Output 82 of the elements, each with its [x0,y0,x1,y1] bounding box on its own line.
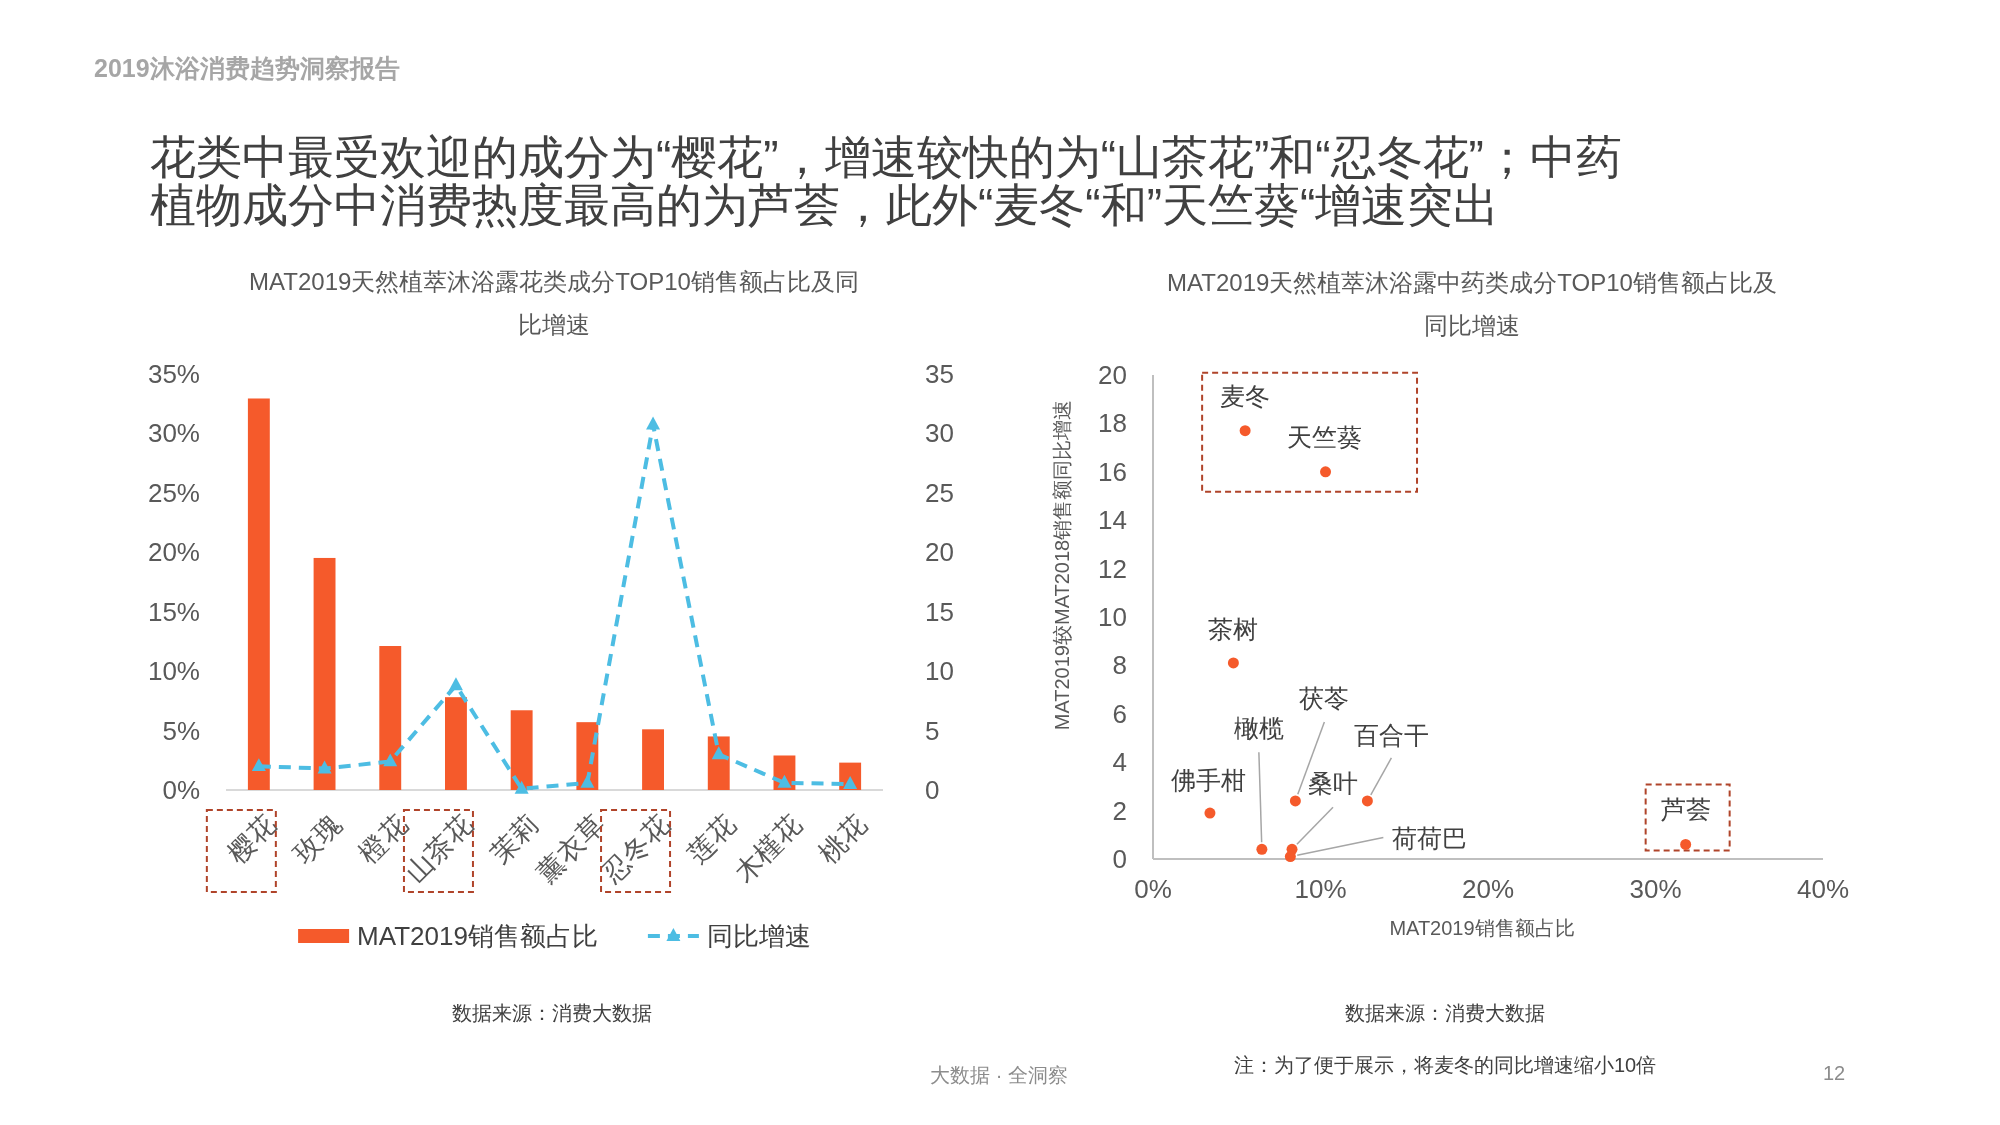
point [1320,466,1332,478]
y-axis-title: MAT2019较MAT2018销售额同比增速 [1051,399,1073,731]
text: 花类中最受欢迎的成分为“樱花”，增速较快的为“山茶花”和“忍冬花”；中药植物成分中消费热度最高的为芦荟，此外“麦冬“和”天竺葵“增速突出 [150,131,1622,231]
y-tick-label: 30% [147,418,200,448]
annotation: 麦冬 [1220,381,1271,410]
y2-tick-label: 20 [925,537,954,567]
annotation: 桑叶 [1308,769,1359,798]
y-tick-label: 15% [147,596,200,627]
annotation: 芦荟 [1660,795,1711,824]
annotation: 天竺葵 [1287,422,1363,451]
text: 注：为了便于展示，将麦冬的同比增速缩小10倍 [1233,1054,1657,1076]
annotation: 百合干 [1353,720,1429,749]
y-tick-label: 20 [1098,360,1127,390]
point [1680,838,1692,850]
y2-tick-label: 15 [925,596,954,627]
annotation: 橄榄 [1233,714,1284,743]
y-tick-label: 12 [1098,553,1127,584]
y-tick-label: 0 [1112,844,1127,874]
text: 大数据 · 全洞察 [930,1064,1068,1086]
bar [510,710,533,790]
y-tick-label: 6 [1112,698,1127,729]
point [1361,795,1373,807]
x-tick-label: 30% [1629,874,1682,904]
x-axis-title: MAT2019销售额占比 [1389,917,1575,939]
y-tick-label: 20% [147,537,200,567]
y-tick-label: 35% [147,358,200,389]
point [777,774,792,788]
point [383,753,398,767]
annotation: 茶树 [1208,614,1259,643]
y-tick-label: 14 [1098,505,1127,536]
legend-label: 同比增速 [706,921,811,951]
y2-tick-label: 10 [925,656,954,686]
point [514,780,529,794]
point [1256,843,1268,855]
point [580,774,595,788]
y2-tick-label: 35 [925,358,954,389]
y-tick-label: 18 [1098,408,1127,439]
y-tick-label: 4 [1112,747,1127,778]
x-tick-label: 20% [1461,874,1515,904]
annotation: 荷荷巴 [1391,823,1467,852]
y-tick-label: 25% [147,477,200,508]
legend-label: MAT2019销售额占比 [357,921,598,951]
chart-title: MAT2019天然植萃沐浴露中药类成分TOP10销售额占比及同比增速 [1167,269,1777,339]
x-tick-label: 0% [1134,874,1172,904]
bar [379,646,402,790]
y-tick-label: 8 [1112,650,1127,681]
chart-title: MAT2019天然植萃沐浴露花类成分TOP10销售额占比及同比增速 [249,268,859,338]
y2-tick-label: 30 [925,418,954,448]
point [1239,425,1251,437]
point [646,416,661,430]
y2-tick-label: 5 [925,715,940,746]
y-tick-label: 2 [1112,795,1127,826]
y-tick-label: 0% [162,775,200,805]
annotation: 佛手柑 [1171,766,1247,795]
bar [247,398,270,790]
y-tick-label: 10 [1098,602,1127,632]
point [448,677,463,691]
point [711,746,726,760]
bar [445,697,467,790]
point [1227,657,1239,669]
point [1284,851,1296,863]
y2-tick-label: 25 [925,477,954,508]
bar [313,557,336,790]
x-tick-label: 樱花 [222,809,282,869]
point [1289,795,1301,807]
x-tick-label: 玫瑰 [287,809,348,869]
x-tick-label: 40% [1796,874,1850,904]
point [317,760,332,774]
y-tick-label: 10% [147,656,200,686]
annotation: 茯苓 [1299,683,1350,712]
source-note: 数据来源：消费大数据 [452,1002,652,1024]
text: 12 [1822,1062,1846,1084]
point [251,758,266,772]
y-tick-label: 16 [1098,456,1127,487]
x-tick-label: 桃花 [813,809,873,869]
text: 2019沐浴消费趋势洞察报告 [94,54,400,82]
bar [642,729,664,790]
point [1204,807,1216,819]
y2-tick-label: 0 [925,775,940,805]
source-note: 数据来源：消费大数据 [1345,1002,1545,1024]
y-tick-label: 5% [162,715,200,746]
x-tick-label: 10% [1294,874,1347,904]
